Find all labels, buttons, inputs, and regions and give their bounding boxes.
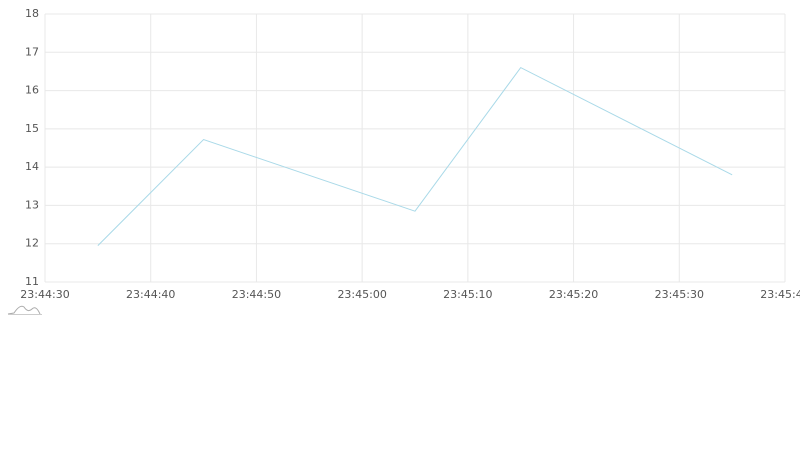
x-tick-label: 23:45:10 — [443, 288, 492, 301]
y-tick-label: 15 — [25, 122, 39, 135]
x-tick-label: 23:45:30 — [655, 288, 704, 301]
zoom-handle-icon — [7, 305, 41, 315]
x-tick-label: 23:44:30 — [20, 288, 69, 301]
x-tick-label: 23:44:50 — [232, 288, 281, 301]
x-tick-label: 23:45:40 — [760, 288, 800, 301]
y-tick-label: 16 — [25, 84, 39, 97]
x-tick-label: 23:45:20 — [549, 288, 598, 301]
series-line — [97, 66, 733, 246]
y-tick-label: 18 — [25, 7, 39, 20]
y-tick-label: 14 — [25, 160, 39, 173]
x-tick-label: 23:44:40 — [126, 288, 175, 301]
y-tick-label: 17 — [25, 45, 39, 58]
y-tick-label: 12 — [25, 237, 39, 250]
y-tick-label: 11 — [25, 275, 39, 288]
y-tick-label: 13 — [25, 198, 39, 211]
x-tick-label: 23:45:00 — [337, 288, 386, 301]
